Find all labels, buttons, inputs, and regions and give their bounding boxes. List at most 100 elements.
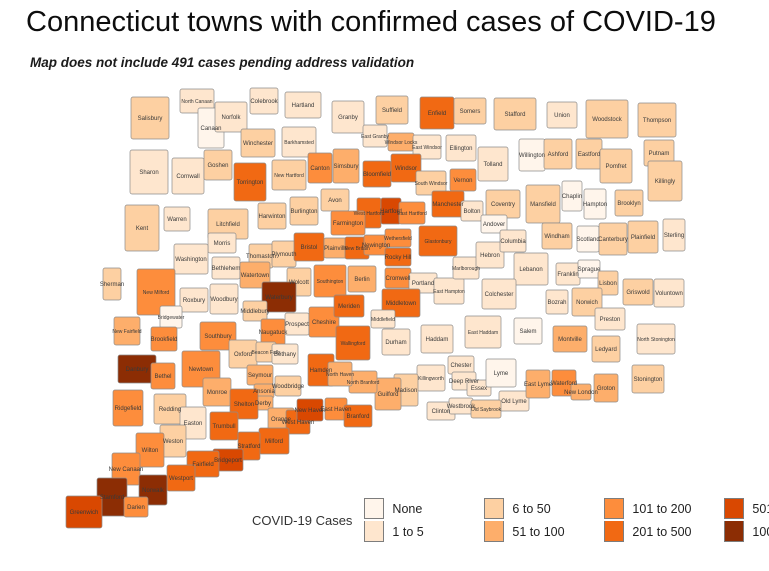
legend-entry: 201 to 500 <box>604 520 704 543</box>
town-willington <box>518 138 546 172</box>
town-windsor-locks <box>387 132 415 152</box>
town-new-fairfield <box>113 316 141 346</box>
town-franklin <box>555 262 581 286</box>
town-thompson <box>637 102 677 138</box>
town-pomfret <box>599 148 633 184</box>
town-chester <box>447 355 475 375</box>
page-subtitle: Map does not include 491 cases pending a… <box>30 55 415 70</box>
town-cornwall <box>171 157 205 195</box>
town-killingworth <box>416 364 446 392</box>
town-sprague <box>577 259 601 279</box>
town-coventry <box>485 189 521 219</box>
legend-category-label: 1 to 5 <box>392 524 424 539</box>
legend-category-label: 101 to 200 <box>632 501 692 516</box>
town-east-windsor <box>412 134 442 160</box>
town-westport <box>166 464 196 492</box>
town-milford <box>258 427 290 455</box>
town-sherman <box>102 267 122 301</box>
legend-column: None 1 to 5 <box>364 497 464 543</box>
town-morris <box>207 232 237 254</box>
town-cheshire <box>308 306 340 338</box>
town-new-london <box>570 383 592 401</box>
town-mansfield <box>525 184 561 224</box>
town-norwich <box>571 287 603 317</box>
legend-categories: None 1 to 5 6 to 50 51 to 100 101 to 200 201 … <box>364 497 769 543</box>
town-plymouth <box>271 240 297 268</box>
town-groton <box>593 373 619 403</box>
town-essex <box>466 379 492 397</box>
town-haddam <box>420 324 454 354</box>
town-salem <box>513 317 543 345</box>
town-brookfield <box>150 326 178 352</box>
town-bozrah <box>545 289 569 315</box>
town-voluntown <box>653 278 685 308</box>
town-southington <box>313 264 347 298</box>
town-hebron <box>475 241 505 269</box>
town-granby <box>331 100 365 134</box>
town-bethlehem <box>211 256 241 280</box>
town-somers <box>453 97 487 125</box>
town-westbrook <box>448 397 474 415</box>
town-east-hartford <box>398 201 426 225</box>
town-roxbury <box>179 287 209 313</box>
town-seymour <box>246 364 274 386</box>
town-suffield <box>375 95 409 125</box>
town-north-branford <box>348 370 378 394</box>
town-windham <box>541 222 573 250</box>
town-harwinton <box>257 202 287 230</box>
town-middlefield <box>370 309 396 329</box>
town-new-hartford <box>271 159 307 191</box>
legend-swatch <box>484 498 505 519</box>
town-eastford <box>575 138 603 170</box>
town-monroe <box>202 377 232 407</box>
town-kent <box>124 204 160 252</box>
town-east-hampton <box>433 277 465 305</box>
town-scotland <box>576 225 600 253</box>
town-durham <box>381 328 411 356</box>
town-north-canaan <box>179 88 215 114</box>
town-glastonbury <box>418 225 458 257</box>
town-east-granby <box>362 124 388 148</box>
town-ledyard <box>591 335 621 363</box>
town-killingly <box>647 160 683 202</box>
town-ellington <box>445 134 477 162</box>
town-east-lyme <box>525 369 551 399</box>
town-wilton <box>135 432 165 468</box>
town-meriden <box>333 294 365 318</box>
town-canterbury <box>598 222 628 256</box>
town-tolland <box>477 146 509 182</box>
legend-title: COVID-19 Cases <box>252 512 353 528</box>
legend-category-label: None <box>392 501 423 516</box>
legend-category-label: 51 to 100 <box>512 524 565 539</box>
town-griswold <box>622 278 654 306</box>
town-stafford <box>493 97 537 131</box>
town-preston <box>594 307 626 331</box>
town-southbury <box>199 321 237 351</box>
town-north-haven <box>327 361 353 387</box>
town-colchester <box>481 278 517 310</box>
town-old-saybrook <box>470 399 502 419</box>
town-vernon <box>449 168 477 192</box>
town-woodbridge <box>274 375 302 397</box>
legend-entry: 1 to 5 <box>364 520 464 543</box>
town-barkhamsted <box>281 126 317 158</box>
town-hartland <box>284 91 322 119</box>
town-danbury <box>117 354 157 384</box>
town-montville <box>552 325 588 353</box>
town-hampton <box>583 188 607 220</box>
town-woodbury <box>209 283 239 315</box>
town-old-lyme <box>498 390 530 412</box>
town-union <box>546 101 578 129</box>
town-bolton <box>460 200 484 222</box>
town-middlebury <box>242 300 268 322</box>
town-plainfield <box>627 220 659 254</box>
legend-category-label: 201 to 500 <box>632 524 692 539</box>
town-branford <box>343 404 373 428</box>
legend-swatch <box>364 521 385 542</box>
town-darien <box>123 496 149 518</box>
town-goshen <box>203 149 233 181</box>
town-oxford <box>228 339 258 369</box>
page-title: Connecticut towns with confirmed cases o… <box>26 6 716 38</box>
